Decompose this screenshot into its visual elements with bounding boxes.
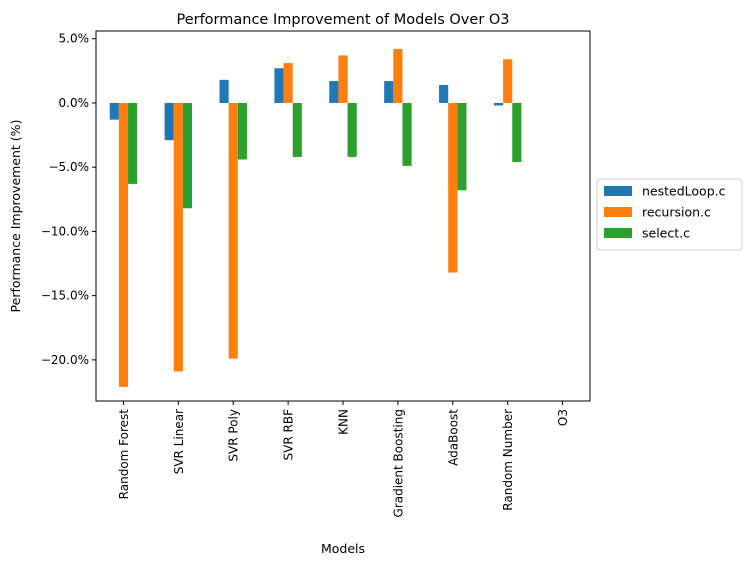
bar-recursion-c-svr-rbf	[283, 63, 293, 103]
y-tick-label: −15.0%	[41, 289, 89, 303]
bar-select-c-random-number	[512, 102, 522, 163]
bar-recursion-c-gradient-boosting	[393, 48, 403, 103]
x-tick-label: Random Forest	[117, 409, 131, 500]
bar-recursion-c-knn	[338, 55, 348, 103]
bar-nestedloop-c-adaboost	[439, 84, 449, 103]
bar-nestedloop-c-gradient-boosting	[384, 81, 394, 103]
x-axis: Random Forest SVR Linear SVR Poly SVR RBF KN…	[117, 401, 570, 517]
bar-select-c-svr-rbf	[292, 102, 302, 157]
bar-recursion-c-random-forest	[118, 102, 129, 387]
y-tick-label: −10.0%	[41, 224, 89, 238]
legend-swatch	[604, 186, 632, 196]
y-tick-label: 5.0%	[59, 32, 90, 46]
bar-nestedloop-c-svr-poly	[219, 79, 229, 103]
y-tick-label: −5.0%	[48, 160, 89, 174]
bar-nestedloop-c-random-number	[493, 102, 504, 106]
x-axis-label: Models	[321, 541, 365, 556]
bar-nestedloop-c-knn	[329, 81, 339, 103]
x-tick-label: SVR Linear	[172, 409, 186, 474]
legend-label: select.c	[642, 226, 690, 241]
legend-box	[596, 178, 743, 251]
bar-nestedloop-c-random-forest	[109, 102, 119, 120]
x-tick-label: SVR RBF	[282, 409, 296, 461]
bar-recursion-c-svr-linear	[173, 102, 183, 372]
legend-label: recursion.c	[642, 205, 711, 220]
bars-layer	[109, 48, 522, 387]
bar-recursion-c-random-number	[503, 59, 513, 103]
bar-select-c-adaboost	[457, 102, 467, 191]
x-tick-label: KNN	[337, 409, 351, 435]
bar-recursion-c-adaboost	[448, 102, 458, 273]
chart-title: Performance Improvement of Models Over O…	[176, 12, 509, 28]
y-axis: 5.0% 0.0% −5.0% −10.0% −15.0% −20.0%	[41, 32, 96, 367]
bar-select-c-gradient-boosting	[402, 102, 412, 166]
bar-nestedloop-c-svr-linear	[164, 102, 174, 141]
legend-swatch	[604, 207, 632, 217]
y-axis-label: Performance Improvement (%)	[8, 120, 23, 313]
bar-recursion-c-svr-poly	[228, 102, 238, 359]
bar-select-c-svr-poly	[237, 102, 247, 160]
x-tick-label: AdaBoost	[446, 409, 460, 466]
x-tick-label: SVR Poly	[227, 409, 241, 462]
legend-swatch	[604, 228, 632, 238]
x-tick-label: Random Number	[501, 409, 515, 511]
x-tick-label: O3	[556, 409, 570, 426]
y-tick-label: 0.0%	[59, 96, 90, 110]
bar-select-c-svr-linear	[182, 102, 193, 209]
x-tick-label: Gradient Boosting	[391, 409, 405, 517]
y-tick-label: −20.0%	[41, 353, 89, 367]
bar-select-c-knn	[347, 102, 357, 157]
legend: nestedLoop.c recursion.c select.c	[596, 178, 743, 251]
bar-nestedloop-c-svr-rbf	[274, 68, 284, 103]
legend-label: nestedLoop.c	[642, 184, 726, 199]
bar-select-c-random-forest	[128, 102, 138, 184]
